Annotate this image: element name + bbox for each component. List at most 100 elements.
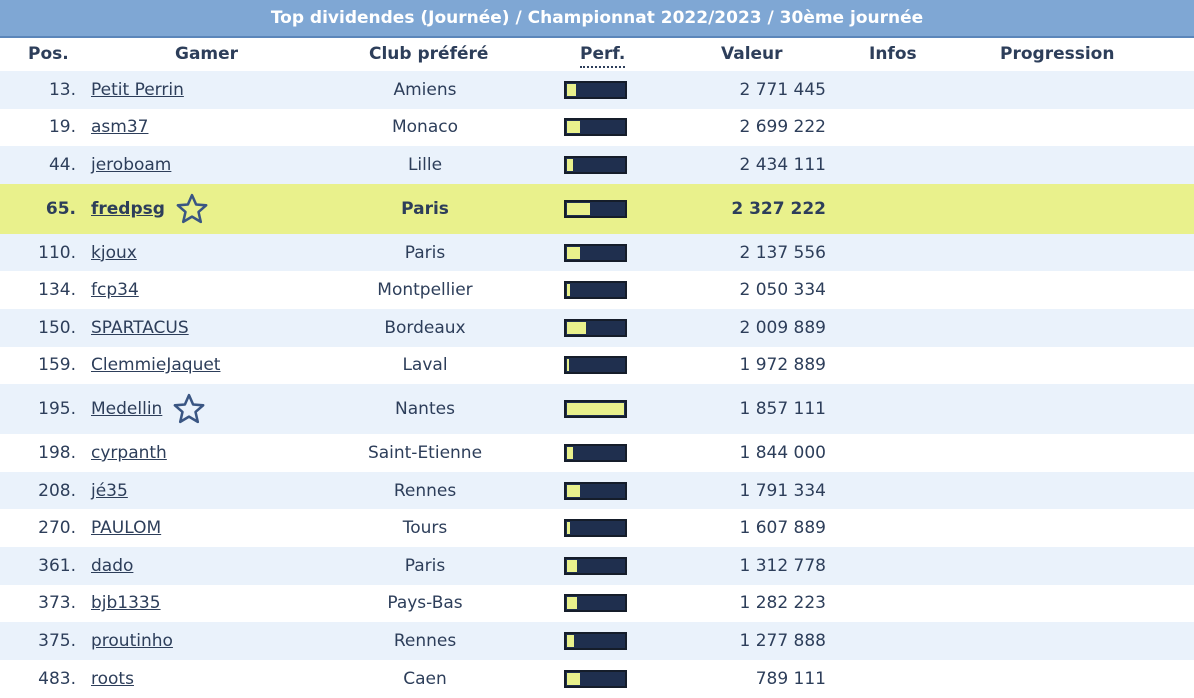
- perf-bar-fill: [567, 121, 580, 134]
- rank-position: 270.: [38, 518, 76, 539]
- gamer-link[interactable]: PAULOM: [91, 518, 162, 539]
- rank-position: 65.: [45, 198, 76, 219]
- valeur-amount: 1 791 334: [739, 480, 826, 501]
- perf-bar-fill: [567, 597, 577, 610]
- table-row: 208. jé35 Rennes 1 791 334: [0, 471, 1194, 510]
- perf-cell: [564, 109, 628, 147]
- table-row: 195. Medellin Nantes 1 857 111: [0, 384, 1194, 435]
- gamer-cell: PAULOM: [91, 509, 351, 547]
- table-row: 361. dado Paris 1 312 778: [0, 546, 1194, 585]
- table-row: 65. fredpsg Paris 2 327 222: [0, 183, 1194, 234]
- perf-bar: [564, 669, 627, 688]
- club-name: Montpellier: [377, 280, 473, 301]
- table-row: 150. SPARTACUS Bordeaux 2 009 889: [0, 308, 1194, 347]
- header-pos[interactable]: Pos.: [28, 44, 69, 64]
- header-progression: Progression: [1000, 44, 1115, 64]
- gamer-link[interactable]: proutinho: [91, 630, 173, 651]
- table-row: 159. ClemmieJaquet Laval 1 972 889: [0, 346, 1194, 385]
- star-icon[interactable]: [175, 192, 209, 226]
- table-row: 270. PAULOM Tours 1 607 889: [0, 509, 1194, 547]
- valeur-amount: 2 434 111: [739, 154, 826, 175]
- perf-bar: [564, 400, 627, 419]
- perf-bar: [564, 155, 627, 174]
- gamer-link[interactable]: Medellin: [91, 399, 163, 420]
- perf-bar: [564, 118, 627, 137]
- perf-cell: [564, 309, 628, 347]
- header-gamer[interactable]: Gamer: [175, 44, 239, 64]
- perf-cell: [564, 585, 628, 623]
- perf-bar-fill: [567, 321, 586, 334]
- star-icon[interactable]: [172, 392, 206, 426]
- perf-cell: [564, 434, 628, 472]
- table-row: 19. asm37 Monaco 2 699 222: [0, 108, 1194, 147]
- ranking-table-body: 13. Petit Perrin Amiens 2 771 445 19. asm37 Mo…: [0, 71, 1194, 698]
- rank-position: 195.: [38, 399, 76, 420]
- header-perf[interactable]: Perf.: [580, 41, 626, 68]
- valeur-amount: 1 844 000: [739, 442, 826, 463]
- gamer-link[interactable]: ClemmieJaquet: [91, 355, 221, 376]
- gamer-cell: Medellin: [91, 384, 351, 434]
- perf-cell: [564, 547, 628, 585]
- gamer-link[interactable]: bjb1335: [91, 593, 161, 614]
- header-infos: Infos: [869, 44, 917, 64]
- gamer-cell: fredpsg: [91, 184, 351, 234]
- club-name: Paris: [401, 198, 449, 219]
- club-name: Rennes: [393, 480, 457, 501]
- valeur-amount: 2 327 222: [731, 198, 826, 219]
- club-name: Paris: [404, 242, 446, 263]
- perf-bar-fill: [567, 202, 590, 215]
- gamer-link[interactable]: kjoux: [91, 242, 137, 263]
- gamer-link[interactable]: jé35: [91, 480, 128, 501]
- valeur-amount: 1 282 223: [739, 593, 826, 614]
- rank-position: 373.: [38, 593, 76, 614]
- valeur-amount: 1 607 889: [739, 518, 826, 539]
- club-name: Rennes: [393, 630, 457, 651]
- perf-bar: [564, 594, 627, 613]
- perf-cell: [564, 271, 628, 309]
- header-valeur[interactable]: Valeur: [721, 44, 783, 64]
- table-row: 44. jeroboam Lille 2 434 111: [0, 146, 1194, 184]
- perf-cell: [564, 184, 628, 234]
- table-row: 110. kjoux Paris 2 137 556: [0, 233, 1194, 272]
- gamer-link[interactable]: fredpsg: [91, 198, 165, 219]
- gamer-link[interactable]: cyrpanth: [91, 442, 167, 463]
- header-club[interactable]: Club préféré: [369, 44, 489, 64]
- rank-position: 483.: [38, 668, 76, 689]
- valeur-amount: 1 312 778: [739, 555, 826, 576]
- perf-cell: [564, 384, 628, 434]
- perf-cell: [564, 71, 628, 109]
- club-name: Lille: [407, 154, 443, 175]
- perf-cell: [564, 622, 628, 660]
- club-name: Saint-Etienne: [367, 442, 483, 463]
- valeur-amount: 2 771 445: [739, 79, 826, 100]
- rank-position: 13.: [48, 79, 76, 100]
- rank-position: 134.: [38, 280, 76, 301]
- gamer-cell: Petit Perrin: [91, 71, 351, 109]
- gamer-cell: jé35: [91, 472, 351, 510]
- rank-position: 150.: [38, 317, 76, 338]
- rank-position: 375.: [38, 630, 76, 651]
- gamer-link[interactable]: roots: [91, 668, 134, 689]
- perf-bar: [564, 80, 627, 99]
- perf-bar: [564, 243, 627, 262]
- perf-cell: [564, 509, 628, 547]
- perf-bar-fill: [567, 484, 580, 497]
- gamer-link[interactable]: asm37: [91, 117, 149, 138]
- gamer-link[interactable]: dado: [91, 555, 134, 576]
- perf-bar-fill: [567, 446, 573, 459]
- gamer-link[interactable]: Petit Perrin: [91, 79, 184, 100]
- club-name: Nantes: [395, 399, 455, 420]
- perf-bar: [564, 519, 627, 538]
- table-header: Pos. Gamer Club préféré Perf. Valeur Inf…: [0, 38, 1194, 71]
- gamer-link[interactable]: fcp34: [91, 280, 139, 301]
- perf-bar: [564, 356, 627, 375]
- gamer-cell: proutinho: [91, 622, 351, 660]
- gamer-link[interactable]: SPARTACUS: [91, 317, 189, 338]
- rank-position: 44.: [48, 154, 76, 175]
- valeur-amount: 2 137 556: [739, 242, 826, 263]
- valeur-amount: 1 972 889: [739, 355, 826, 376]
- club-name: Paris: [404, 555, 446, 576]
- gamer-link[interactable]: jeroboam: [91, 154, 172, 175]
- table-row: 134. fcp34 Montpellier 2 050 334: [0, 271, 1194, 309]
- rank-position: 110.: [38, 242, 76, 263]
